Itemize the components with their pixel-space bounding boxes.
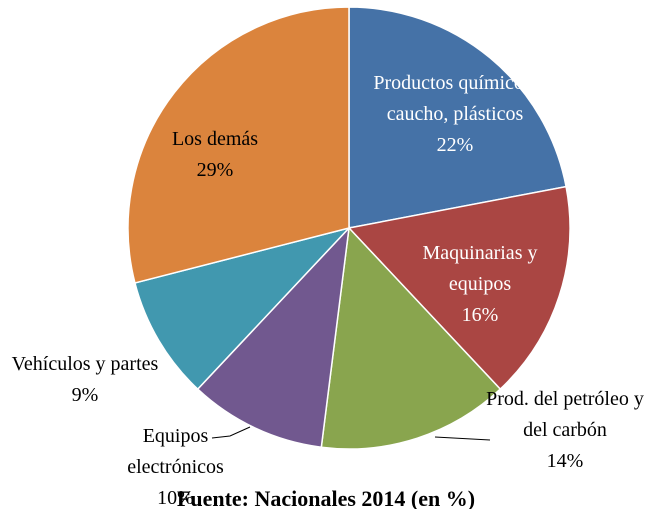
slice-label: Los demás 29% <box>140 124 290 186</box>
category-name: Los demás <box>171 128 259 150</box>
category-name: Prod. del petróleo y del carbón <box>486 388 644 441</box>
leader-line <box>211 426 251 439</box>
pie-slice <box>320 226 502 450</box>
category-name: Equipos electrónicos <box>127 425 224 478</box>
value-label: 9% <box>71 384 99 406</box>
slice-label: Prod. del petróleo y del carbón 14% <box>485 384 645 477</box>
value-label: 16% <box>461 304 499 326</box>
category-name: Vehículos y partes <box>11 353 159 375</box>
value-label: 10% <box>157 487 194 509</box>
pie-slice <box>134 226 352 391</box>
value-label: 29% <box>196 159 234 181</box>
slice-label: Maquinarias y equipos 16% <box>392 238 568 331</box>
pie-slice <box>196 225 351 449</box>
caption: Fuente: Nacionales 2014 (en %) <box>176 486 476 509</box>
leader-line <box>434 436 491 441</box>
pie-slice <box>347 185 571 391</box>
pie-slice <box>127 6 350 284</box>
slice-label: Vehículos y partes 9% <box>10 349 160 411</box>
pie-slice <box>348 6 567 229</box>
value-label: 14% <box>546 450 584 472</box>
slice-label: Equipos electrónicos 10% <box>108 421 243 509</box>
category-name: Maquinarias y equipos <box>422 242 538 295</box>
value-label: 22% <box>436 134 474 156</box>
slice-label: Productos químicos, caucho, plásticos 22% <box>355 68 555 161</box>
category-name: Productos químicos, caucho, plásticos <box>373 72 537 125</box>
